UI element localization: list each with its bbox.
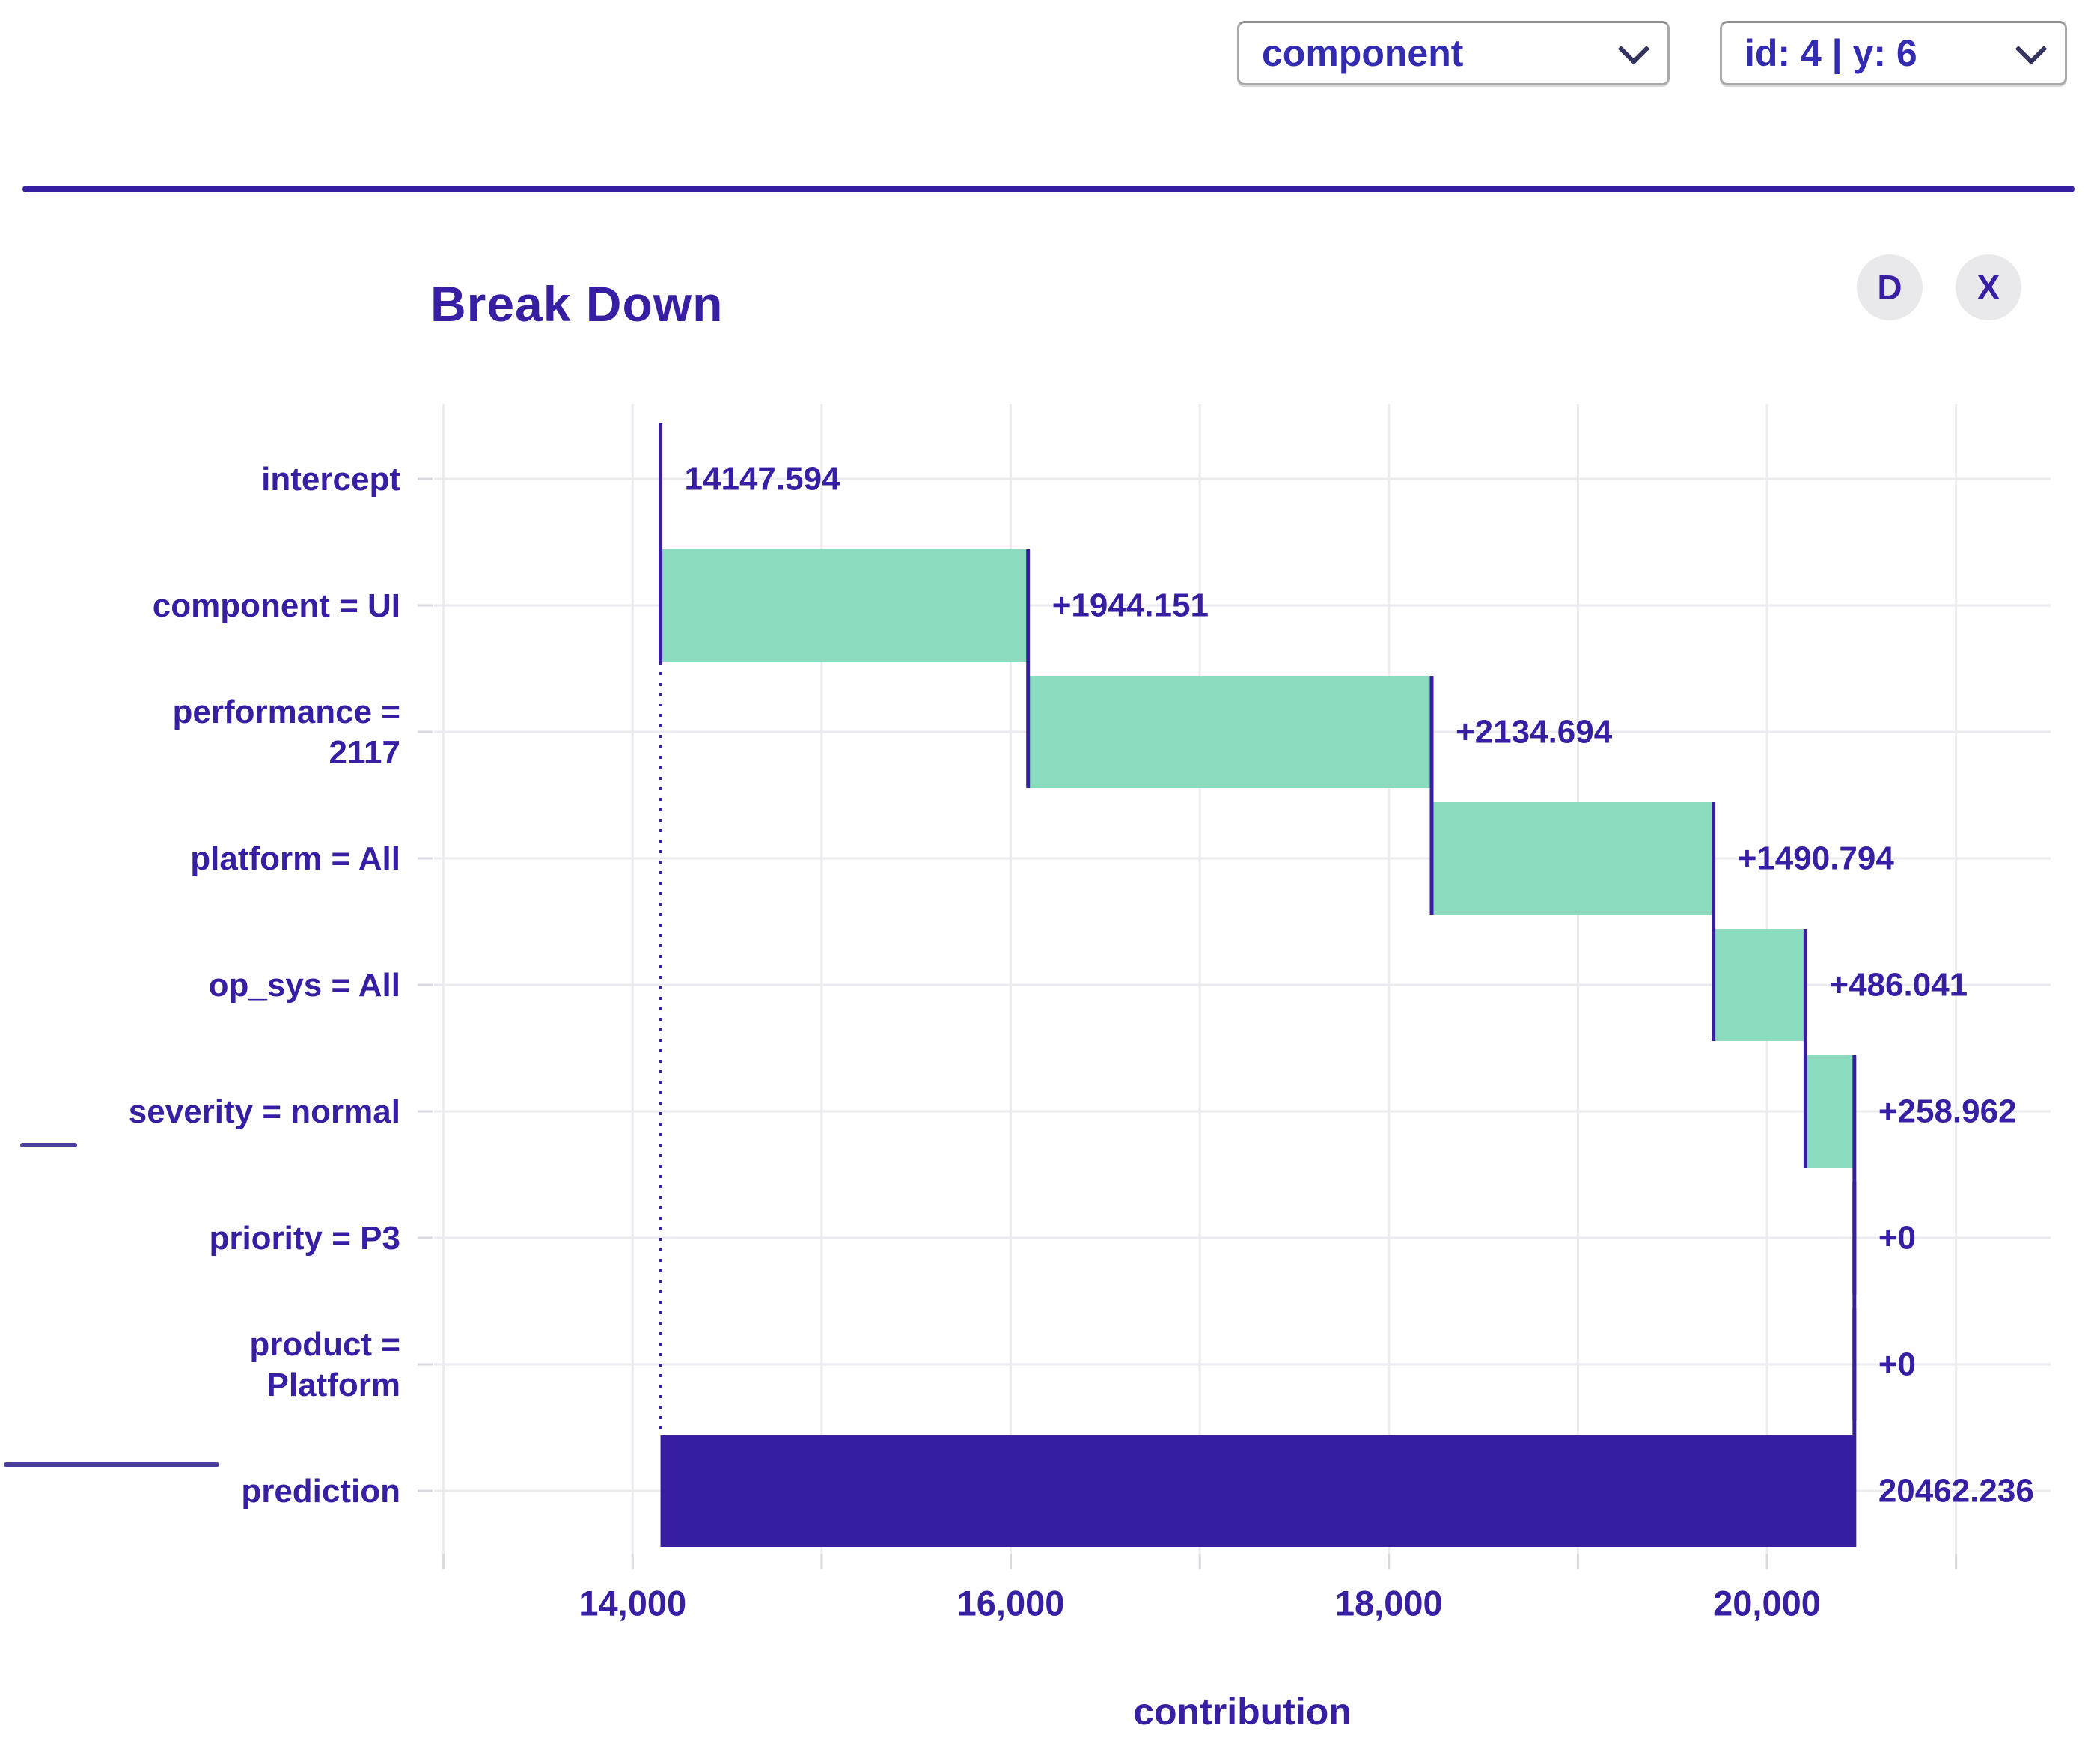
variable-select[interactable]: component xyxy=(1237,21,1670,85)
value-label: 20462.236 xyxy=(1878,1473,2034,1510)
contribution-bar[interactable] xyxy=(660,549,1028,662)
category-label: product = Platform xyxy=(249,1326,400,1403)
x-tick-label: 20,000 xyxy=(1713,1584,1821,1623)
value-label: +258.962 xyxy=(1878,1093,2017,1130)
prediction-bar[interactable] xyxy=(660,1435,1855,1547)
contribution-bar[interactable] xyxy=(1713,929,1806,1041)
x-tick-label: 16,000 xyxy=(957,1584,1065,1623)
x-tick-label: 14,000 xyxy=(579,1584,686,1623)
observation-select[interactable]: id: 4 | y: 6 xyxy=(1720,21,2067,85)
category-label: op_sys = All xyxy=(209,967,400,1004)
observation-select-value: id: 4 | y: 6 xyxy=(1745,32,1917,74)
x-axis-title: contribution xyxy=(1133,1691,1352,1733)
value-label: +1490.794 xyxy=(1738,840,1895,877)
value-label: +0 xyxy=(1878,1220,1916,1257)
value-label: +1944.151 xyxy=(1052,588,1209,624)
contribution-bar[interactable] xyxy=(1028,676,1432,788)
page-title: Break Down xyxy=(430,276,724,332)
category-label: platform = All xyxy=(190,840,400,877)
category-label: priority = P3 xyxy=(209,1220,400,1257)
contribution-bar[interactable] xyxy=(1805,1055,1855,1168)
category-label: performance = 2117 xyxy=(173,694,400,771)
contribution-bar[interactable] xyxy=(1431,802,1714,915)
value-label: +2134.694 xyxy=(1456,714,1613,751)
close-button[interactable]: X xyxy=(1956,254,2021,320)
variable-select-value: component xyxy=(1262,32,1464,74)
download-button[interactable]: D xyxy=(1857,254,1923,320)
value-label: +0 xyxy=(1878,1346,1916,1383)
category-label: prediction xyxy=(241,1473,400,1510)
value-label: +486.041 xyxy=(1829,967,1968,1004)
category-label: intercept xyxy=(261,461,400,498)
header-divider xyxy=(22,186,2075,192)
category-label: component = UI xyxy=(153,588,400,624)
x-tick-label: 18,000 xyxy=(1335,1584,1443,1623)
category-label: severity = normal xyxy=(129,1093,400,1130)
value-label: 14147.594 xyxy=(685,461,841,498)
